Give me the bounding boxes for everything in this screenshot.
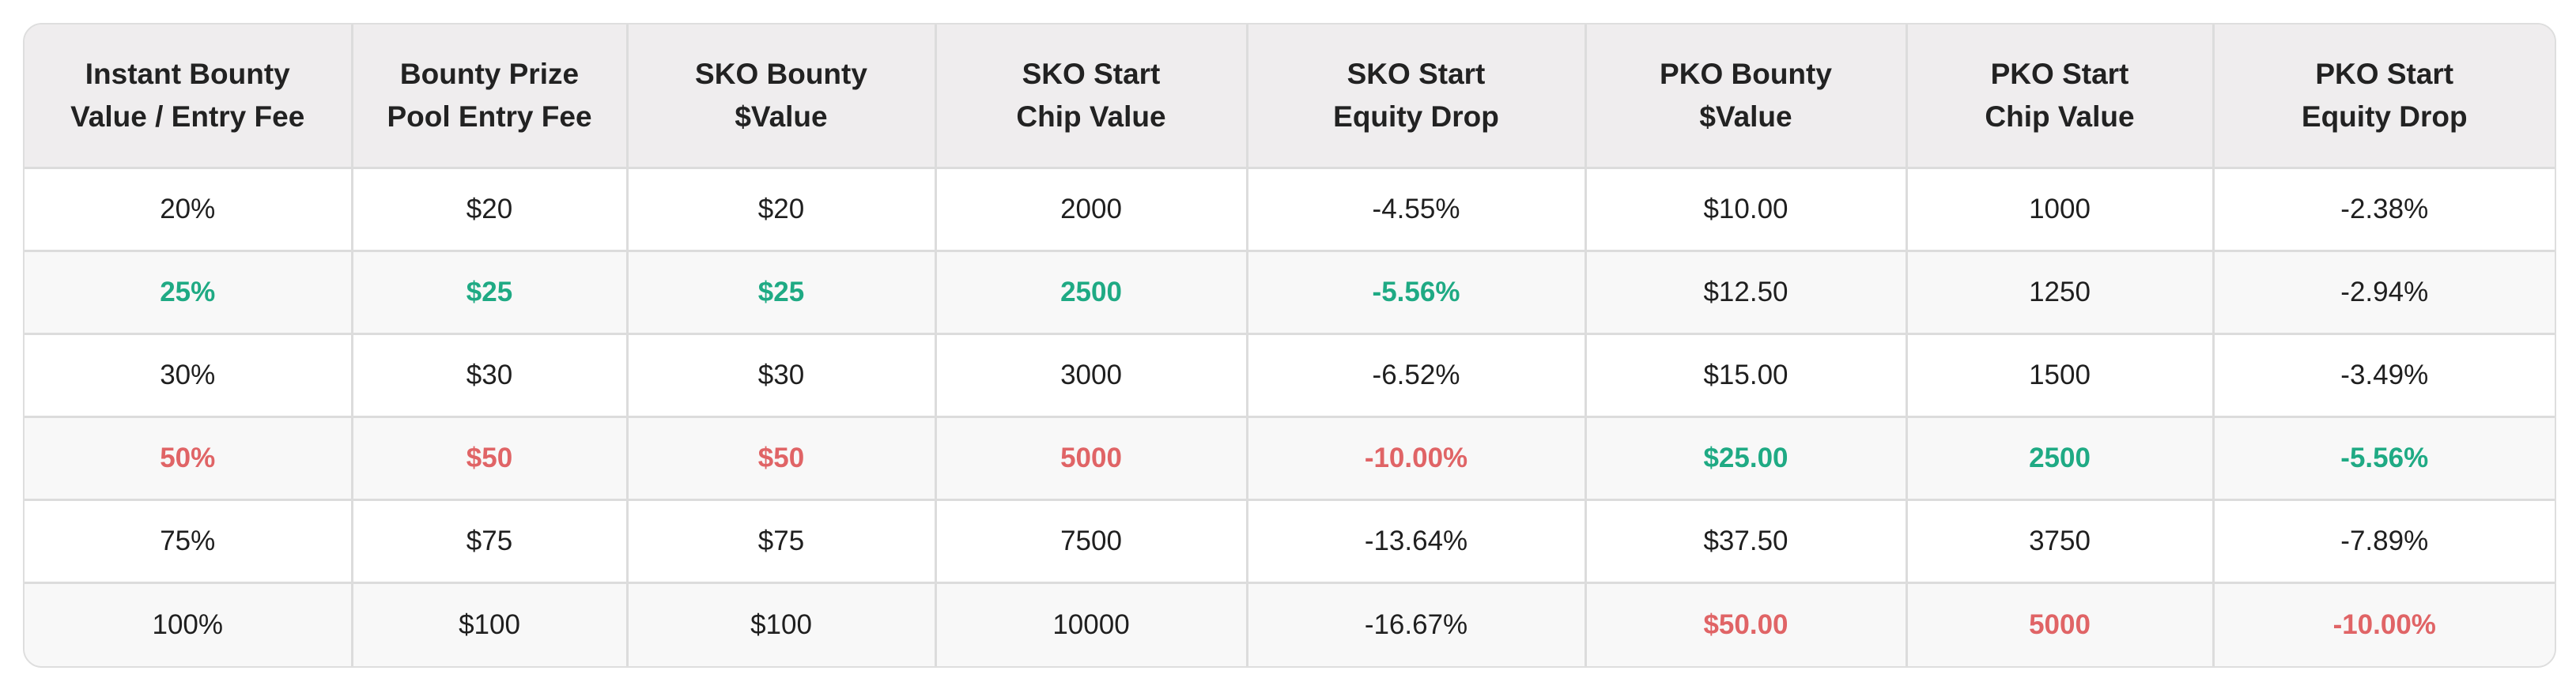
- header-line: Equity Drop: [2301, 100, 2468, 133]
- table-cell: 3750: [1906, 499, 2215, 585]
- header-line: Instant Bounty: [85, 57, 290, 90]
- table-cell: $50.00: [1585, 582, 1908, 666]
- table-cell: -10.00%: [1247, 416, 1587, 502]
- table-cell: -10.00%: [2213, 582, 2555, 666]
- table-cell: 50%: [25, 416, 353, 502]
- table-row: 20% $20 $20 2000 -4.55% $10.00 1000 -2.3…: [25, 168, 2555, 252]
- table-cell: 75%: [25, 499, 353, 585]
- header-pko-start-chip-value: PKO Start Chip Value: [1906, 24, 2215, 169]
- header-line: SKO Bounty: [695, 57, 867, 90]
- header-pko-bounty-value: PKO Bounty $Value: [1585, 24, 1908, 169]
- table-cell: 1500: [1906, 333, 2215, 418]
- table-cell: 2000: [935, 168, 1248, 252]
- table-cell: $12.50: [1585, 251, 1908, 335]
- table-header-row: Instant Bounty Value / Entry Fee Bounty …: [25, 24, 2555, 169]
- header-line: Bounty Prize: [399, 57, 580, 90]
- table-cell: -2.94%: [2213, 251, 2555, 335]
- table-cell: 3000: [935, 333, 1248, 418]
- header-line: SKO Start: [1022, 57, 1161, 90]
- table-cell: 1250: [1906, 251, 2215, 335]
- table-cell: $15.00: [1585, 333, 1908, 418]
- table-cell: $100: [627, 582, 937, 666]
- table-cell: $37.50: [1585, 499, 1908, 585]
- table-cell: $25: [627, 251, 937, 335]
- table-cell: $20: [627, 168, 937, 252]
- table-row: 30% $30 $30 3000 -6.52% $15.00 1500 -3.4…: [25, 333, 2555, 418]
- header-sko-start-chip-value: SKO Start Chip Value: [935, 24, 1248, 169]
- table-cell: -4.55%: [1247, 168, 1587, 252]
- header-instant-bounty-value-entry-fee: Instant Bounty Value / Entry Fee: [25, 24, 353, 169]
- header-sko-bounty-value: SKO Bounty $Value: [627, 24, 937, 169]
- table-cell: 2500: [1906, 416, 2215, 502]
- header-line: PKO Bounty: [1660, 57, 1832, 90]
- header-line: Equity Drop: [1333, 100, 1499, 133]
- table-cell: 5000: [1906, 582, 2215, 666]
- table-row: 100% $100 $100 10000 -16.67% $50.00 5000…: [25, 582, 2555, 666]
- header-pko-start-equity-drop: PKO Start Equity Drop: [2213, 24, 2555, 169]
- table-cell: 5000: [935, 416, 1248, 502]
- table-cell: $25: [352, 251, 629, 335]
- header-line: PKO Start: [1990, 57, 2129, 90]
- table-cell: $100: [352, 582, 629, 666]
- table-cell: $30: [627, 333, 937, 418]
- table-cell: 10000: [935, 582, 1248, 666]
- bounty-comparison-table-card: Instant Bounty Value / Entry Fee Bounty …: [23, 23, 2556, 668]
- header-line: Chip Value: [1016, 100, 1166, 133]
- bounty-comparison-table: Instant Bounty Value / Entry Fee Bounty …: [25, 24, 2555, 666]
- table-row: 50% $50 $50 5000 -10.00% $25.00 2500 -5.…: [25, 416, 2555, 502]
- table-cell: -7.89%: [2213, 499, 2555, 585]
- header-line: $Value: [735, 100, 828, 133]
- header-line: $Value: [1699, 100, 1792, 133]
- table-cell: -5.56%: [2213, 416, 2555, 502]
- table-cell: $30: [352, 333, 629, 418]
- table-row: 75% $75 $75 7500 -13.64% $37.50 3750 -7.…: [25, 499, 2555, 585]
- table-cell: -2.38%: [2213, 168, 2555, 252]
- table-cell: $75: [627, 499, 937, 585]
- table-cell: 100%: [25, 582, 353, 666]
- table-cell: 7500: [935, 499, 1248, 585]
- header-line: Chip Value: [1985, 100, 2135, 133]
- header-line: Pool Entry Fee: [387, 100, 592, 133]
- table-cell: $50: [352, 416, 629, 502]
- table-cell: -13.64%: [1247, 499, 1587, 585]
- table-cell: $50: [627, 416, 937, 502]
- header-bounty-prize-pool-entry-fee: Bounty Prize Pool Entry Fee: [352, 24, 629, 169]
- table-cell: $20: [352, 168, 629, 252]
- table-cell: 2500: [935, 251, 1248, 335]
- table-cell: 30%: [25, 333, 353, 418]
- table-cell: 25%: [25, 251, 353, 335]
- table-cell: $75: [352, 499, 629, 585]
- table-cell: -3.49%: [2213, 333, 2555, 418]
- table-cell: -6.52%: [1247, 333, 1587, 418]
- table-cell: $25.00: [1585, 416, 1908, 502]
- table-cell: 20%: [25, 168, 353, 252]
- table-cell: -5.56%: [1247, 251, 1587, 335]
- table-cell: $10.00: [1585, 168, 1908, 252]
- header-sko-start-equity-drop: SKO Start Equity Drop: [1247, 24, 1587, 169]
- table-row: 25% $25 $25 2500 -5.56% $12.50 1250 -2.9…: [25, 251, 2555, 335]
- header-line: SKO Start: [1347, 57, 1486, 90]
- header-line: Value / Entry Fee: [70, 100, 305, 133]
- header-line: PKO Start: [2315, 57, 2454, 90]
- table-cell: -16.67%: [1247, 582, 1587, 666]
- table-cell: 1000: [1906, 168, 2215, 252]
